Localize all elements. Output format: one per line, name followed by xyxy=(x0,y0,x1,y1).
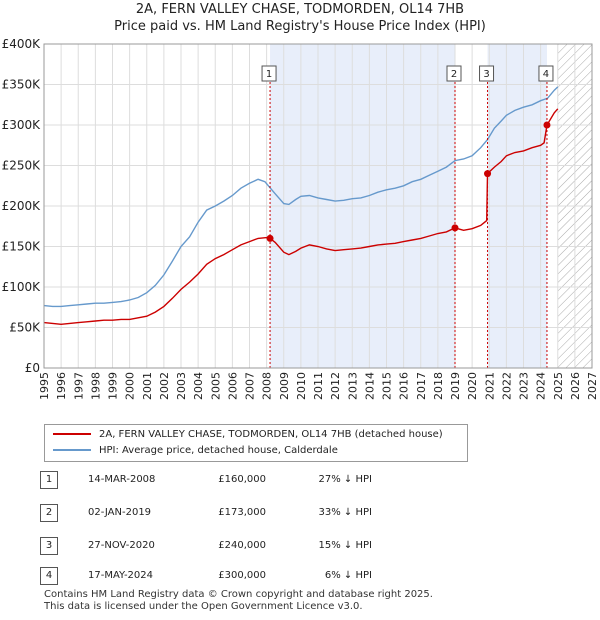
x-tick-label: 2001 xyxy=(141,372,154,400)
x-tick-label: 1995 xyxy=(38,372,51,400)
x-tick-label: 2027 xyxy=(586,372,599,400)
sale-label: 3 xyxy=(483,69,489,80)
x-tick-label: 2021 xyxy=(483,372,496,400)
sale-point xyxy=(266,234,274,242)
legend: 2A, FERN VALLEY CHASE, TODMORDEN, OL14 7… xyxy=(44,424,468,462)
x-tick-label: 2003 xyxy=(175,372,188,400)
chart-title-line2: Price paid vs. HM Land Registry's House … xyxy=(114,19,486,34)
y-tick-label: £150K xyxy=(2,240,42,254)
hpi-line xyxy=(43,86,559,308)
sale-point xyxy=(543,121,551,129)
y-tick-label: £400K xyxy=(2,37,42,51)
x-tick-label: 2015 xyxy=(381,372,394,400)
x-tick-label: 2008 xyxy=(261,372,274,400)
legend-item-hpi: HPI: Average price, detached house, Cald… xyxy=(53,443,338,459)
y-tick-label: £50K xyxy=(9,321,41,335)
x-tick-label: 2024 xyxy=(535,372,548,400)
plot-frame xyxy=(43,43,593,369)
x-tick-label: 2010 xyxy=(295,372,308,400)
x-tick-label: 1998 xyxy=(89,372,102,400)
x-tick-label: 2020 xyxy=(466,372,479,400)
transaction-price: £173,000 xyxy=(218,507,266,518)
transaction-badge: 4 xyxy=(40,567,58,585)
legend-swatch-hpi xyxy=(53,449,91,451)
transaction-badge: 2 xyxy=(40,504,58,522)
x-tick-label: 2022 xyxy=(500,372,513,400)
legend-label-property: 2A, FERN VALLEY CHASE, TODMORDEN, OL14 7… xyxy=(99,429,443,440)
sale-label-box xyxy=(479,65,495,82)
table-row: 4 17-MAY-2024 £300,000 6% ↓ HPI xyxy=(40,567,400,589)
x-tick-label: 2005 xyxy=(209,372,222,400)
x-tick-label: 2025 xyxy=(552,372,565,400)
chart-title-line1: 2A, FERN VALLEY CHASE, TODMORDEN, OL14 7… xyxy=(135,2,465,17)
transaction-hpi-diff: 15% ↓ HPI xyxy=(318,540,372,551)
sale-label: 2 xyxy=(451,69,457,80)
sale-label-box xyxy=(446,65,462,82)
footer-copyright: Contains HM Land Registry data © Crown c… xyxy=(44,589,433,600)
x-tick-label: 1999 xyxy=(107,372,120,400)
transaction-price: £160,000 xyxy=(218,474,266,485)
transaction-date: 14-MAR-2008 xyxy=(88,474,156,485)
transaction-price: £240,000 xyxy=(218,540,266,551)
x-tick-label: 2012 xyxy=(329,372,342,400)
x-tick-label: 2002 xyxy=(158,372,171,400)
x-tick-label: 2007 xyxy=(244,372,257,400)
transaction-date: 17-MAY-2024 xyxy=(88,570,154,581)
x-tick-label: 1996 xyxy=(55,372,68,400)
x-tick-label: 2011 xyxy=(312,372,325,400)
transaction-hpi-diff: 6% ↓ HPI xyxy=(324,570,372,581)
legend-item-property: 2A, FERN VALLEY CHASE, TODMORDEN, OL14 7… xyxy=(53,427,443,443)
transaction-hpi-diff: 33% ↓ HPI xyxy=(318,507,372,518)
y-tick-label: £200K xyxy=(2,199,42,213)
y-tick-label: £100K xyxy=(2,280,42,294)
table-row: 1 14-MAR-2008 £160,000 27% ↓ HPI xyxy=(40,471,400,493)
sale-label-box xyxy=(261,65,277,82)
footer-licence: This data is licensed under the Open Gov… xyxy=(44,601,363,612)
transaction-badge: 1 xyxy=(40,471,58,489)
x-tick-label: 2016 xyxy=(398,372,411,400)
x-tick-label: 2009 xyxy=(278,372,291,400)
x-tick-label: 2006 xyxy=(226,372,239,400)
price-chart: 1 2 3 4 £0 £50K £100K £150K £200K £250K £300K £350… xyxy=(2,37,599,400)
table-row: 2 02-JAN-2019 £173,000 33% ↓ HPI xyxy=(40,504,400,526)
x-tick-label: 2017 xyxy=(415,372,428,400)
y-tick-label: £350K xyxy=(2,78,42,92)
x-tick-label: 2026 xyxy=(569,372,582,400)
x-tick-label: 1997 xyxy=(72,372,85,400)
sale-label: 1 xyxy=(266,69,272,80)
x-tick-label: 2000 xyxy=(124,372,137,400)
transaction-hpi-diff: 27% ↓ HPI xyxy=(318,474,372,485)
y-tick-label: £250K xyxy=(2,159,42,173)
x-tick-label: 2004 xyxy=(192,372,205,400)
x-tick-label: 2019 xyxy=(449,372,462,400)
transaction-date: 27-NOV-2020 xyxy=(88,540,155,551)
y-tick-label: £300K xyxy=(2,118,42,132)
transaction-price: £300,000 xyxy=(218,570,266,581)
sale-label: 4 xyxy=(543,69,549,80)
y-tick-label: £0 xyxy=(25,361,40,375)
legend-swatch-property xyxy=(53,433,91,435)
legend-label-hpi: HPI: Average price, detached house, Cald… xyxy=(99,445,338,456)
x-tick-label: 2014 xyxy=(363,372,376,400)
x-tick-label: 2018 xyxy=(432,372,445,400)
sale-label-box xyxy=(538,65,554,82)
sale-point xyxy=(451,224,459,232)
sale-point xyxy=(484,170,492,178)
table-row: 3 27-NOV-2020 £240,000 15% ↓ HPI xyxy=(40,537,400,559)
x-tick-label: 2013 xyxy=(346,372,359,400)
x-tick-label: 2023 xyxy=(518,372,531,400)
transaction-date: 02-JAN-2019 xyxy=(88,507,152,518)
transaction-badge: 3 xyxy=(40,537,58,555)
